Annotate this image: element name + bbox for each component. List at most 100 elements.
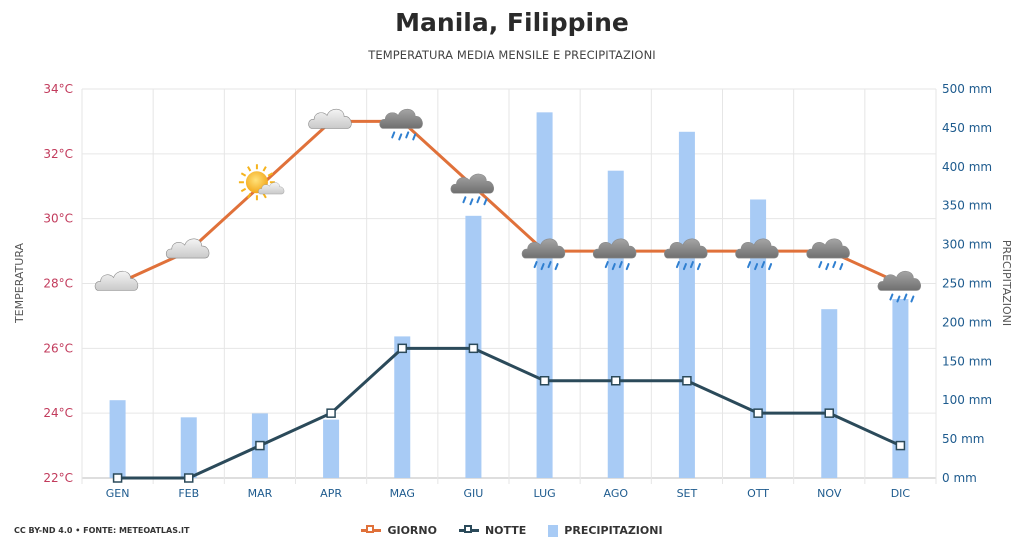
rain-drop [554, 263, 559, 271]
x-tick-label: AGO [603, 487, 628, 500]
legend-day[interactable]: GIORNO [361, 524, 437, 537]
rain-drop [618, 261, 623, 269]
rain-drop [540, 263, 545, 271]
cloud-shape [379, 108, 423, 129]
chart-title: Manila, Filippine [395, 8, 629, 37]
rain-drop [754, 263, 759, 271]
night-line [117, 346, 902, 480]
source-credit: CC BY-ND 4.0 • FONTE: METEOATLAS.IT [14, 526, 190, 535]
x-tick-label: OTT [747, 487, 769, 500]
night-point [895, 440, 906, 451]
rain-drop [889, 293, 894, 301]
rain-drop [675, 261, 680, 269]
rain-icon [877, 270, 921, 303]
legend-day-swatch [361, 525, 382, 533]
legend-night[interactable]: NOTTE [458, 524, 527, 537]
y2-tick-label: 0 mm [942, 471, 977, 485]
night-point [682, 376, 692, 386]
legend-night-label: NOTTE [484, 524, 527, 537]
cloudy-icon [165, 238, 210, 259]
y-tick-label: 28°C [43, 277, 73, 291]
x-tick-label: MAR [248, 487, 273, 500]
y2-tick-label: 50 mm [942, 432, 984, 446]
rain-drop [903, 293, 908, 301]
y2-tick-label: 150 mm [942, 354, 992, 368]
rain-drop [768, 263, 773, 271]
y2-tick-label: 350 mm [942, 199, 992, 213]
precip-bar [607, 170, 624, 478]
sun-ray [247, 166, 252, 172]
cloud-shape [877, 270, 921, 291]
rain-drop [391, 131, 396, 139]
night-point [326, 408, 336, 418]
rain-drop [462, 196, 467, 204]
night-point [824, 408, 834, 418]
cloud-shape [450, 173, 494, 194]
rain-icon [664, 238, 708, 271]
night-point [753, 408, 763, 418]
x-tick-label: FEB [178, 487, 199, 500]
rain-drop [611, 263, 616, 271]
precip-bar [323, 419, 340, 478]
y2-tick-label: 300 mm [942, 238, 992, 252]
rain-drop [825, 263, 830, 271]
y-tick-label: 22°C [43, 471, 73, 485]
legend-day-label: GIORNO [387, 524, 437, 537]
x-tick-label: SET [677, 487, 698, 500]
y2-tick-label: 250 mm [942, 277, 992, 291]
night-point [184, 473, 194, 483]
precip-bar [109, 400, 126, 478]
cloud-shape [664, 238, 708, 259]
rain-drop [483, 198, 488, 206]
cloud-shape [94, 270, 139, 291]
cloud-shape [592, 238, 637, 259]
legend-precip-swatch [548, 524, 559, 537]
cloudy-icon [308, 108, 352, 129]
y2-tick-label: 450 mm [942, 121, 992, 135]
rain-drop [761, 261, 766, 269]
x-tick-label: MAG [390, 487, 415, 500]
legend-precip[interactable]: PRECIPITAZIONI [548, 524, 663, 537]
rain-drop [476, 196, 481, 204]
sun-ray [240, 172, 247, 177]
rain-icon [735, 238, 779, 271]
precip-bar [536, 112, 553, 478]
cloud-shape [258, 182, 285, 195]
rain-drop [832, 261, 837, 269]
y2-tick-label: 100 mm [942, 393, 992, 407]
rain-drop [689, 261, 694, 269]
cloud-shape [521, 238, 566, 259]
y2-tick-label: 400 mm [942, 160, 992, 174]
rain-drop [839, 263, 844, 271]
sun-cloud-icon [238, 164, 285, 201]
rain-drop [696, 263, 701, 271]
rain-icon [450, 173, 494, 206]
rain-icon [521, 238, 566, 271]
y-tick-label: 24°C [43, 406, 73, 420]
rain-drop [682, 263, 687, 271]
rain-drop [625, 263, 630, 271]
cloud-shape [806, 238, 850, 259]
rain-drop [747, 261, 752, 269]
rain-icon [806, 238, 850, 271]
y-tick-label: 32°C [43, 147, 73, 161]
y-axis-label: TEMPERATURA [13, 242, 26, 324]
x-tick-label: DIC [891, 487, 911, 500]
night-point [611, 376, 621, 386]
climate-chart: 22°C 24°C 26°C 28°C 30°C 32°C 34°C 0 mm 50 mm 100… [13, 82, 1013, 500]
precip-bar [750, 199, 767, 478]
y2-tick-label: 500 mm [942, 82, 992, 96]
rain-icon [379, 108, 423, 141]
precip-bar [821, 309, 838, 478]
x-tick-label: GEN [106, 487, 130, 500]
x-tick-label: NOV [817, 487, 842, 500]
sun-ray [267, 172, 274, 177]
legend: GIORNO NOTTE PRECIPITAZIONI [0, 524, 1024, 537]
y-tick-label: 26°C [43, 341, 73, 355]
rain-drop [533, 261, 538, 269]
x-tick-label: LUG [534, 487, 556, 500]
small-cloud [258, 182, 285, 195]
rain-drop [405, 131, 410, 139]
night-point [468, 343, 479, 354]
precip-bar [678, 131, 695, 479]
